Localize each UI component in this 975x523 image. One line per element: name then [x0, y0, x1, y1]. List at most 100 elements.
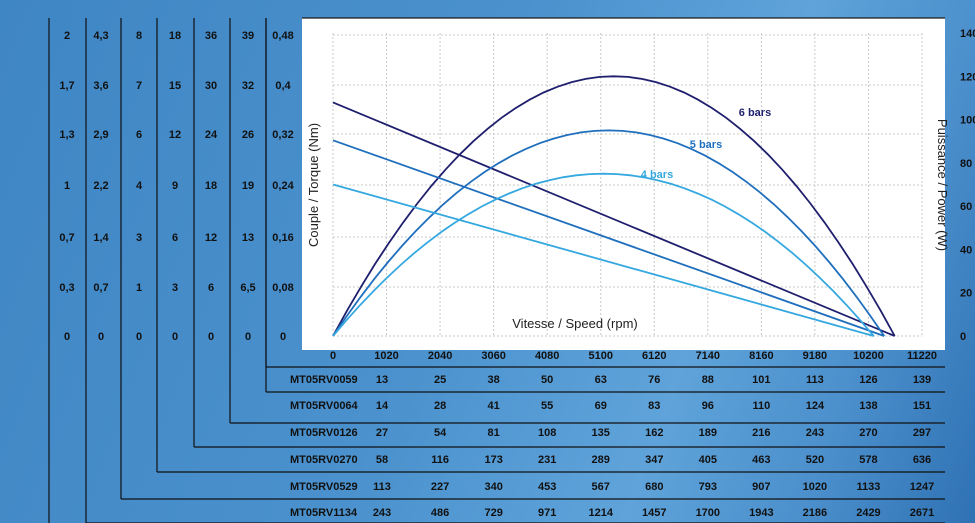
speed-table-cell: 793	[699, 481, 717, 493]
model-torque-tick-MT05RV0529: 0	[98, 331, 104, 343]
speed-table-cell: 113	[806, 374, 824, 386]
speed-table-cell: 116	[431, 454, 449, 466]
model-torque-tick-MT05RV1134: 1,3	[59, 129, 74, 141]
speed-table-cell: 76	[648, 374, 660, 386]
torque-tick: 0,16	[272, 232, 293, 244]
power-tick: 80	[960, 158, 972, 170]
model-torque-tick-MT05RV0529: 2,9	[93, 129, 108, 141]
speed-table-cell: 289	[592, 454, 610, 466]
model-column-dividers	[48, 18, 945, 523]
model-torque-tick-MT05RV0064: 36	[205, 30, 217, 42]
model-torque-tick-MT05RV1134: 1	[64, 180, 70, 192]
model-torque-tick-MT05RV0126: 6	[172, 232, 178, 244]
power-tick: 100	[960, 115, 975, 127]
speed-table-cell: 55	[541, 400, 553, 412]
plot-curves	[332, 75, 896, 337]
speed-table-cell: 189	[699, 427, 717, 439]
speed-table-model: MT05RV1134	[290, 507, 358, 519]
speed-table-cell: 83	[648, 400, 660, 412]
speed-table-cell: 463	[752, 454, 770, 466]
speed-table-cell: 340	[484, 481, 502, 493]
speed-table-cell: 1457	[642, 507, 666, 519]
speed-table-cell: 13	[376, 374, 388, 386]
speed-table-cell: 69	[595, 400, 607, 412]
speed-table-cell: 135	[592, 427, 610, 439]
speed-tick: 1020	[374, 350, 398, 362]
model-torque-tick-MT05RV0529: 3,6	[93, 80, 108, 92]
speed-tick: 6120	[642, 350, 666, 362]
model-torque-tick-MT05RV1134: 0,7	[59, 232, 74, 244]
model-torque-tick-MT05RV0270: 0	[136, 331, 142, 343]
model-torque-tick-MT05RV1134: 1,7	[59, 80, 74, 92]
model-torque-tick-MT05RV0529: 1,4	[93, 232, 109, 244]
speed-table-cell: 162	[645, 427, 663, 439]
model-torque-tick-MT05RV0126: 0	[172, 331, 178, 343]
speed-table-cell: 58	[376, 454, 388, 466]
power-curve-5-bars	[332, 129, 885, 337]
model-torque-tick-MT05RV0059: 32	[242, 80, 254, 92]
speed-table-model: MT05RV0064	[290, 400, 359, 412]
speed-table-cell: 113	[373, 481, 391, 493]
speed-table-cell: 486	[431, 507, 449, 519]
speed-table-cell: 2186	[803, 507, 827, 519]
speed-tick: 4080	[535, 350, 559, 362]
speed-table-cell: 231	[538, 454, 556, 466]
speed-tick: 5100	[588, 350, 612, 362]
speed-table-cell: 971	[538, 507, 556, 519]
speed-table-cell: 54	[434, 427, 447, 439]
model-torque-tick-MT05RV0126: 3	[172, 282, 178, 294]
speed-table-cell: 270	[859, 427, 877, 439]
model-torque-tick-MT05RV0059: 39	[242, 30, 254, 42]
speed-table-cell: 578	[859, 454, 877, 466]
model-torque-tick-MT05RV0059: 26	[242, 129, 254, 141]
speed-table-cell: 25	[434, 374, 446, 386]
speed-table-model: MT05RV0270	[290, 454, 358, 466]
speed-tick: 3060	[481, 350, 505, 362]
power-tick-labels: 140 120 100 80 60 40 20 0	[960, 28, 975, 343]
model-torque-tick-MT05RV0126: 9	[172, 180, 178, 192]
model-torque-tick-MT05RV0270: 8	[136, 30, 142, 42]
speed-table-cell: 297	[913, 427, 931, 439]
speed-tick: 9180	[803, 350, 827, 362]
speed-table-cell: 101	[752, 374, 770, 386]
torque-line-6-bars	[332, 101, 896, 337]
series-label-5-bars: 5 bars	[690, 139, 722, 151]
speed-table-cell: 2429	[856, 507, 880, 519]
model-torque-tick-MT05RV0064: 24	[205, 129, 218, 141]
speed-tick: 7140	[696, 350, 720, 362]
model-torque-tick-MT05RV0126: 12	[169, 129, 181, 141]
speed-table-cell: 347	[645, 454, 663, 466]
speed-tick: 11220	[907, 350, 937, 362]
model-torque-tick-MT05RV0064: 6	[208, 282, 214, 294]
model-torque-tick-MT05RV1134: 0	[64, 331, 70, 343]
speed-table-cell: 2671	[910, 507, 934, 519]
power-tick: 60	[960, 201, 972, 213]
speed-table-cell: 151	[913, 400, 931, 412]
model-torque-tick-MT05RV0064: 18	[205, 180, 217, 192]
chart-title: MT05RV	[593, 19, 637, 31]
speed-table-cell: 1133	[857, 481, 881, 493]
speed-table-cell: 28	[434, 400, 446, 412]
speed-table-cell: 126	[859, 374, 877, 386]
torque-line-5-bars	[332, 139, 885, 337]
model-torque-tick-MT05RV0270: 1	[136, 282, 142, 294]
speed-table-cell: 636	[913, 454, 931, 466]
model-torque-tick-MT05RV0270: 3	[136, 232, 142, 244]
model-torque-tick-MT05RV1134: 2	[64, 30, 70, 42]
model-torque-tick-MT05RV0059: 6,5	[240, 282, 255, 294]
model-torque-tick-MT05RV0529: 0,7	[93, 282, 108, 294]
speed-table-cell: 27	[376, 427, 388, 439]
model-torque-tick-MT05RV0529: 2,2	[93, 180, 108, 192]
model-torque-tick-MT05RV0064: 12	[205, 232, 217, 244]
torque-tick: 0,32	[272, 129, 293, 141]
speed-table-cell: 138	[859, 400, 877, 412]
model-torque-tick-MT05RV0270: 4	[136, 180, 143, 192]
speed-table-cell: 63	[595, 374, 607, 386]
speed-table-cell: 216	[752, 427, 770, 439]
plot-grid	[302, 17, 945, 337]
speed-table-model: MT05RV0529	[290, 481, 358, 493]
speed-tick: 10200	[853, 350, 884, 362]
speed-table-cell: 108	[538, 427, 556, 439]
series-label-4-bars: 4 bars	[641, 169, 673, 181]
